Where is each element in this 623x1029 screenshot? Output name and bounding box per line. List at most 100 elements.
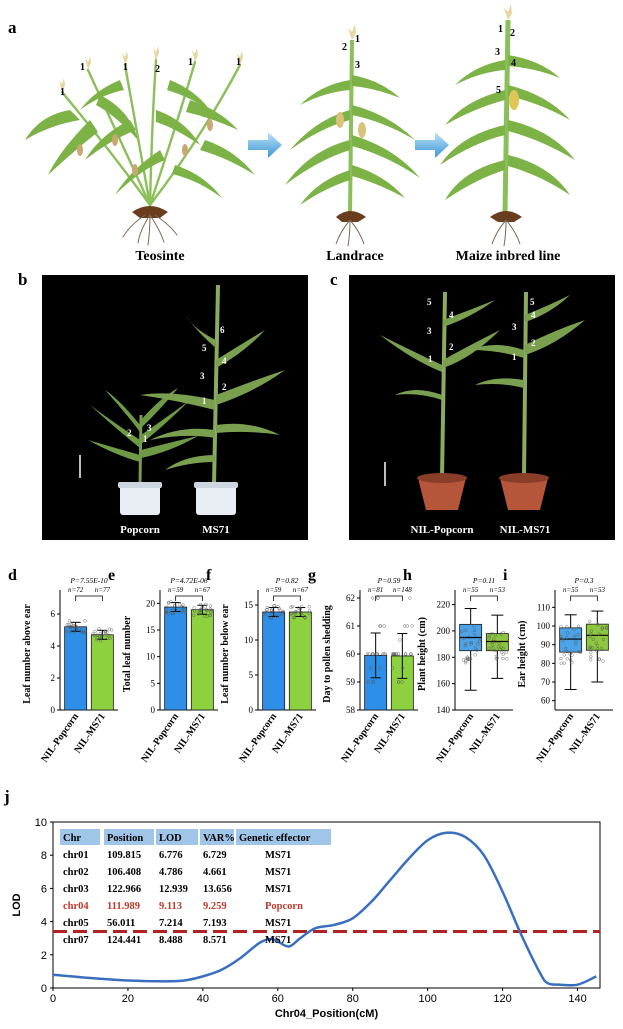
data-point <box>165 605 169 609</box>
data-point <box>210 608 214 612</box>
y-axis-label: Plant height (cm) <box>417 617 428 691</box>
significance-bracket <box>273 595 301 601</box>
data-point <box>67 622 71 627</box>
data-point <box>393 652 398 656</box>
data-point <box>600 626 604 630</box>
svg-text:4: 4 <box>511 58 516 69</box>
data-point <box>276 605 280 609</box>
y-tick-label: 6 <box>51 609 56 619</box>
y-tick-label: 180 <box>437 652 451 662</box>
table-header-cell <box>60 829 100 845</box>
data-point <box>561 638 565 642</box>
y-tick-label: 4 <box>51 641 56 651</box>
data-point <box>493 649 497 653</box>
y-tick-label: 60 <box>346 649 356 659</box>
data-point <box>307 609 312 613</box>
inbred-caption: Maize inbred line <box>456 249 561 264</box>
data-point <box>460 629 464 634</box>
data-point <box>390 666 395 670</box>
data-point <box>367 652 371 656</box>
data-point <box>492 637 496 641</box>
y-tick-label: 60 <box>541 696 551 706</box>
data-point <box>576 624 581 628</box>
p-value-label: P=4.72E-06 <box>169 576 208 585</box>
inbred-plant-illustration <box>440 4 575 247</box>
table-cell: MS71 <box>265 884 291 895</box>
svg-text:5: 5 <box>202 343 207 353</box>
y-tick-label: 4 <box>41 917 47 929</box>
landrace-plant-illustration <box>285 24 420 247</box>
table-cell: 7.214 <box>159 918 183 929</box>
data-point <box>164 609 168 614</box>
panel-c-label: c <box>330 270 338 289</box>
data-point <box>300 605 304 609</box>
data-point <box>601 637 606 642</box>
data-point <box>98 637 102 641</box>
data-point <box>576 633 580 637</box>
svg-text:3: 3 <box>200 371 205 381</box>
svg-text:5: 5 <box>427 297 432 307</box>
y-tick-label: 59 <box>346 677 356 687</box>
table-cell: 56.011 <box>107 918 135 929</box>
data-point <box>368 666 373 670</box>
data-point <box>95 638 99 642</box>
data-point <box>370 652 374 656</box>
nil-popcorn-photo-caption: NIL-Popcorn <box>411 524 474 536</box>
svg-text:3: 3 <box>147 423 152 433</box>
bar-NIL-MS71 <box>190 609 214 711</box>
y-tick-label: 220 <box>437 600 451 610</box>
table-cell: MS71 <box>265 935 291 946</box>
nil-ms71-leaf-numbers: 5 4 3 2 1 <box>512 297 536 362</box>
data-point <box>204 608 208 612</box>
svg-text:1: 1 <box>202 396 207 406</box>
box-NIL-MS71 <box>585 623 609 651</box>
data-point <box>495 656 499 660</box>
data-point <box>595 647 600 651</box>
y-tick-label: 5 <box>151 678 156 688</box>
panel-i-label: i <box>503 567 508 584</box>
table-cell: chr07 <box>63 935 89 946</box>
data-point <box>72 623 76 628</box>
data-point <box>290 605 295 609</box>
data-point <box>371 680 375 684</box>
data-point <box>299 610 303 615</box>
table-cell: 13.656 <box>203 884 232 895</box>
data-point <box>183 608 187 612</box>
y-tick-label: 15 <box>146 625 156 635</box>
data-point <box>82 630 86 635</box>
qtl-table: Chr Position LOD VAR% Genetic effector chr01 1… <box>60 829 331 946</box>
data-point <box>589 629 594 633</box>
data-point <box>604 626 608 630</box>
table-cell: 4.786 <box>159 867 183 878</box>
chart-panel-h: h 140 160 180 200 220 Plant height (cm) P=0.11n… <box>403 567 513 765</box>
data-point <box>269 616 274 620</box>
data-point <box>93 629 97 634</box>
chart-panel-g: g 58 59 60 61 62 Day to pollen shedding P=0.59n… <box>308 567 418 765</box>
data-point <box>366 680 371 684</box>
y-tick-label: 10 <box>244 635 254 645</box>
nil-popcorn-plant-photo <box>380 291 500 510</box>
data-point <box>505 657 509 661</box>
data-point <box>378 624 383 628</box>
data-point <box>597 657 601 662</box>
panel-b-photo <box>42 275 308 540</box>
significance-bracket <box>375 595 403 601</box>
sample-size-label: n=72 <box>68 586 84 594</box>
data-point <box>265 605 269 610</box>
data-point <box>378 666 382 670</box>
y-tick-label: 15 <box>244 600 254 610</box>
data-point <box>565 631 570 635</box>
data-point <box>589 658 593 662</box>
data-point <box>276 613 281 618</box>
data-point <box>289 611 293 616</box>
nil-ms71-plant-photo <box>470 291 585 510</box>
data-point <box>472 628 477 633</box>
data-point <box>293 612 297 616</box>
data-point <box>208 604 213 608</box>
nil-popcorn-leaf-numbers: 5 4 3 2 1 <box>427 297 454 364</box>
data-point <box>105 630 109 634</box>
data-point <box>281 610 285 615</box>
y-tick-label: 200 <box>437 626 451 636</box>
data-point <box>395 652 399 656</box>
data-point <box>107 634 111 638</box>
